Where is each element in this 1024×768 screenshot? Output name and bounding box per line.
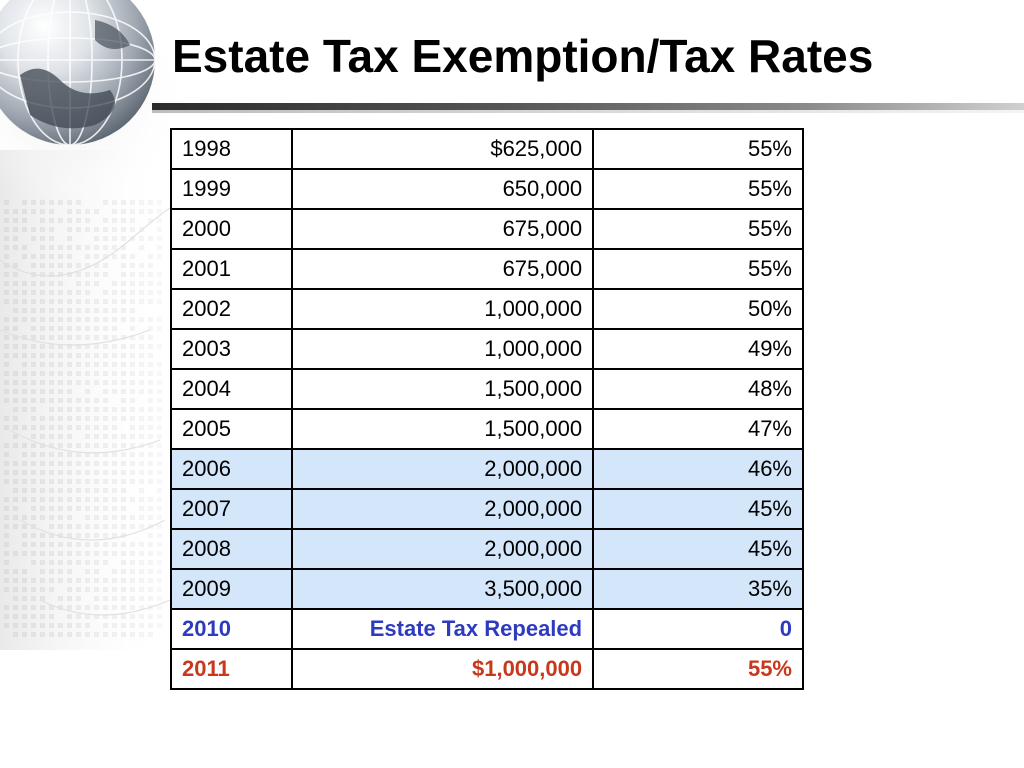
rate-cell: 55% xyxy=(593,129,803,169)
table-row: 2005 1,500,000 47% xyxy=(171,409,803,449)
rate-cell: 47% xyxy=(593,409,803,449)
year-cell: 2005 xyxy=(171,409,292,449)
exemption-cell: $625,000 xyxy=(292,129,593,169)
table-row: 2006 2,000,000 46% xyxy=(171,449,803,489)
year-cell: 2006 xyxy=(171,449,292,489)
year-cell: 2007 xyxy=(171,489,292,529)
table-row: 2008 2,000,000 45% xyxy=(171,529,803,569)
year-cell: 2008 xyxy=(171,529,292,569)
exemption-cell: 3,500,000 xyxy=(292,569,593,609)
year-cell: 1998 xyxy=(171,129,292,169)
estate-tax-table-body: 1998 $625,000 55% 1999 650,000 55% 2000 675,000… xyxy=(171,129,803,689)
exemption-cell: 2,000,000 xyxy=(292,449,593,489)
year-cell: 2011 xyxy=(171,649,292,689)
rate-cell: 0 xyxy=(593,609,803,649)
estate-tax-table: 1998 $625,000 55% 1999 650,000 55% 2000 675,000… xyxy=(170,128,804,690)
table-row: 2000 675,000 55% xyxy=(171,209,803,249)
exemption-cell: 675,000 xyxy=(292,249,593,289)
exemption-cell: 650,000 xyxy=(292,169,593,209)
rate-cell: 46% xyxy=(593,449,803,489)
table-row: 2010 Estate Tax Repealed 0 xyxy=(171,609,803,649)
rate-cell: 55% xyxy=(593,249,803,289)
year-cell: 1999 xyxy=(171,169,292,209)
title-divider xyxy=(152,103,1024,110)
rate-cell: 55% xyxy=(593,209,803,249)
rate-cell: 49% xyxy=(593,329,803,369)
year-cell: 2004 xyxy=(171,369,292,409)
exemption-cell: Estate Tax Repealed xyxy=(292,609,593,649)
table-row: 2009 3,500,000 35% xyxy=(171,569,803,609)
year-cell: 2003 xyxy=(171,329,292,369)
year-cell: 2010 xyxy=(171,609,292,649)
rate-cell: 45% xyxy=(593,529,803,569)
year-cell: 2002 xyxy=(171,289,292,329)
table-row: 2011 $1,000,000 55% xyxy=(171,649,803,689)
exemption-cell: 1,000,000 xyxy=(292,289,593,329)
rate-cell: 55% xyxy=(593,169,803,209)
title-divider-shadow xyxy=(152,110,1024,113)
rate-cell: 35% xyxy=(593,569,803,609)
slide-title: Estate Tax Exemption/Tax Rates xyxy=(172,26,873,86)
table-row: 1999 650,000 55% xyxy=(171,169,803,209)
table-row: 2001 675,000 55% xyxy=(171,249,803,289)
table-row: 1998 $625,000 55% xyxy=(171,129,803,169)
rate-cell: 55% xyxy=(593,649,803,689)
rate-cell: 45% xyxy=(593,489,803,529)
rate-cell: 50% xyxy=(593,289,803,329)
table-row: 2003 1,000,000 49% xyxy=(171,329,803,369)
year-cell: 2009 xyxy=(171,569,292,609)
table-row: 2007 2,000,000 45% xyxy=(171,489,803,529)
exemption-cell: 1,500,000 xyxy=(292,369,593,409)
exemption-cell: 2,000,000 xyxy=(292,529,593,569)
year-cell: 2000 xyxy=(171,209,292,249)
rate-cell: 48% xyxy=(593,369,803,409)
exemption-cell: 1,000,000 xyxy=(292,329,593,369)
exemption-cell: 2,000,000 xyxy=(292,489,593,529)
table-row: 2004 1,500,000 48% xyxy=(171,369,803,409)
exemption-cell: 1,500,000 xyxy=(292,409,593,449)
table-row: 2002 1,000,000 50% xyxy=(171,289,803,329)
year-cell: 2001 xyxy=(171,249,292,289)
exemption-cell: 675,000 xyxy=(292,209,593,249)
exemption-cell: $1,000,000 xyxy=(292,649,593,689)
